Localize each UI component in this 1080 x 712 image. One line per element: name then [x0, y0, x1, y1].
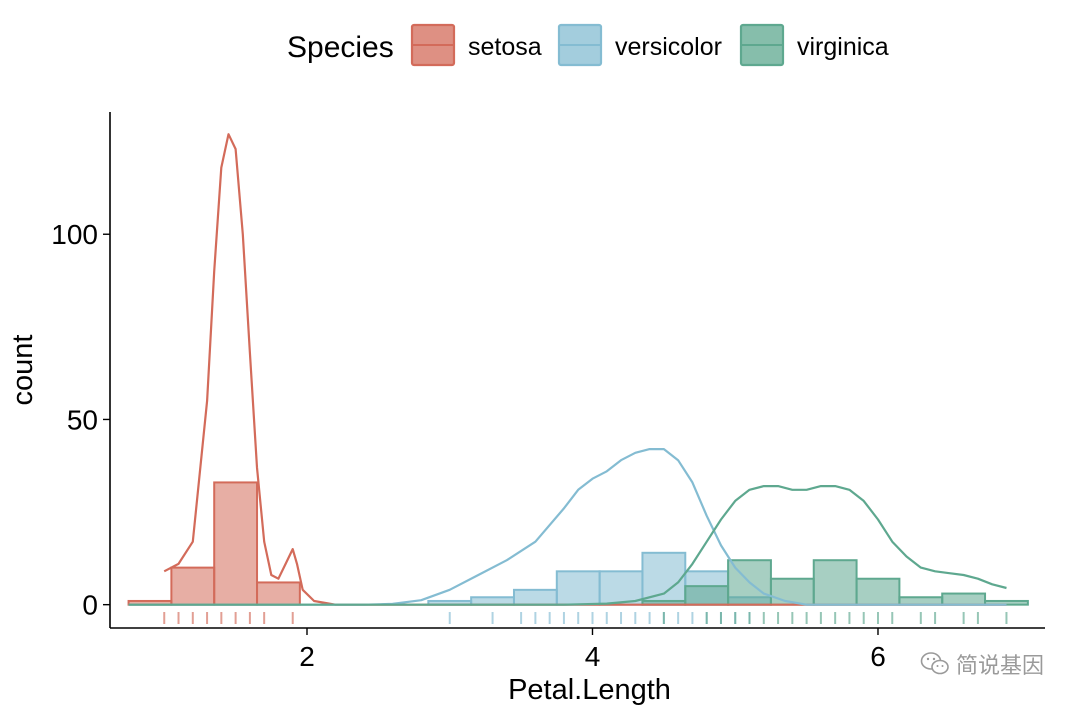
legend: Species setosa versicolor virginica	[287, 23, 889, 67]
x-tick-label-0: 2	[299, 641, 315, 672]
bar-setosa-3	[256, 581, 301, 606]
wechat-icon	[920, 652, 949, 675]
bar-virginica-6	[898, 596, 944, 606]
bar-versicolor-1	[470, 596, 515, 606]
y-axis-title: count	[7, 335, 39, 406]
watermark-text: 简说基因	[955, 654, 1044, 679]
density-curve-setosa	[163, 133, 1007, 606]
bar-setosa-2	[213, 481, 259, 606]
bar-setosa-1	[170, 566, 216, 606]
watermark: 简说基因	[920, 648, 1044, 680]
bar-virginica-7	[941, 592, 987, 606]
x-axis-title: Petal.Length	[508, 674, 671, 706]
bar-versicolor-5	[641, 551, 687, 606]
x-tick-label-1: 4	[585, 641, 601, 672]
bar-versicolor-3	[555, 570, 601, 606]
x-tick-label-2: 6	[870, 641, 886, 672]
y-tick-label-2: 100	[51, 219, 98, 250]
legend-label-virginica: virginica	[797, 33, 889, 61]
bar-virginica-5	[855, 577, 901, 606]
bar-virginica-3	[769, 577, 815, 606]
legend-label-versicolor: versicolor	[615, 33, 722, 61]
density-curve-virginica	[128, 485, 1007, 606]
bar-virginica-4	[812, 559, 858, 606]
bar-versicolor-2	[512, 588, 558, 606]
plot-area: 0 50 100 2 4 6 Petal.Length count	[7, 112, 1045, 706]
legend-label-setosa: setosa	[468, 33, 542, 61]
legend-title: Species	[287, 31, 394, 64]
bar-virginica-1	[684, 585, 730, 606]
y-tick-label-1: 50	[67, 404, 98, 435]
y-tick-label-0: 0	[82, 590, 98, 621]
bar-versicolor-4	[598, 570, 644, 606]
